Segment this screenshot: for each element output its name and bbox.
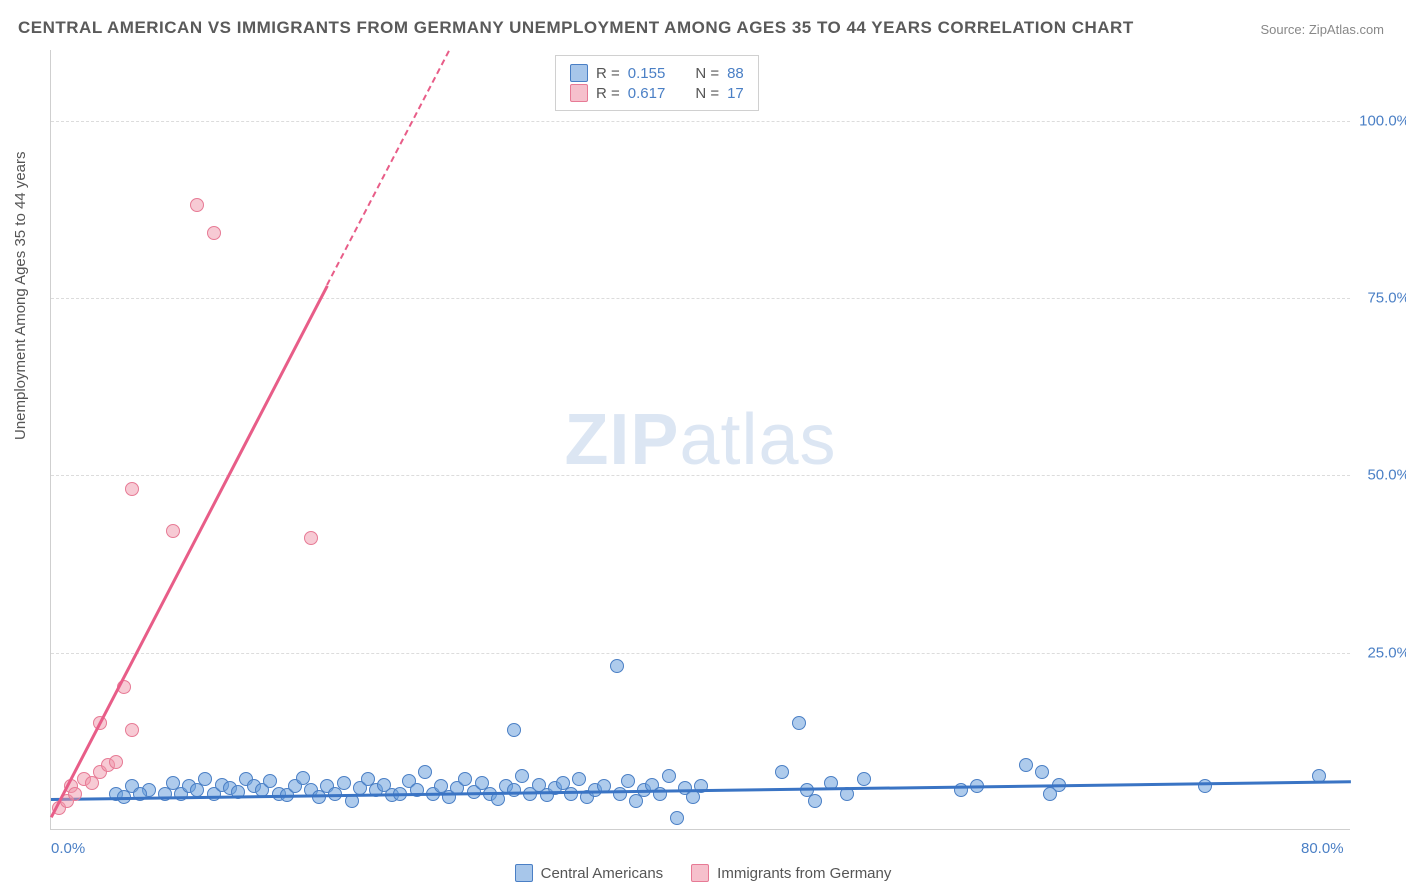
legend-swatch-pink [691,864,709,882]
legend-stats-row-pink: R = 0.617 N = 17 [570,84,744,102]
data-point [109,755,123,769]
data-point [572,772,586,786]
legend-swatch-blue [570,64,588,82]
data-point [857,772,871,786]
data-point [808,794,822,808]
legend-swatch-blue [515,864,533,882]
watermark: ZIPatlas [564,399,836,481]
y-tick-label: 75.0% [1367,290,1406,307]
data-point [418,765,432,779]
data-point [613,787,627,801]
data-point [337,776,351,790]
x-tick-label: 0.0% [51,840,85,857]
legend-stats-row-blue: R = 0.155 N = 88 [570,64,744,82]
data-point [662,769,676,783]
legend-swatch-pink [570,84,588,102]
legend-item-germany: Immigrants from Germany [691,864,891,882]
data-point [125,723,139,737]
y-tick-label: 25.0% [1367,644,1406,661]
data-point [207,226,221,240]
data-point [263,774,277,788]
data-point [190,198,204,212]
gridline [51,121,1350,122]
data-point [166,524,180,538]
data-point [125,482,139,496]
data-point [68,787,82,801]
plot-area: ZIPatlas 25.0%50.0%75.0%100.0%0.0%80.0% [50,50,1350,830]
y-tick-label: 100.0% [1359,112,1406,129]
y-tick-label: 50.0% [1367,467,1406,484]
data-point [792,716,806,730]
data-point [775,765,789,779]
data-point [621,774,635,788]
data-point [507,723,521,737]
chart-title: CENTRAL AMERICAN VS IMMIGRANTS FROM GERM… [18,18,1134,38]
data-point [515,769,529,783]
trend-line-extrapolated [326,51,450,286]
data-point [610,659,624,673]
data-point [670,811,684,825]
data-point [507,783,521,797]
x-tick-label: 80.0% [1301,840,1344,857]
data-point [458,772,472,786]
data-point [198,772,212,786]
data-point [564,787,578,801]
legend-stats: R = 0.155 N = 88 R = 0.617 N = 17 [555,55,759,111]
gridline [51,298,1350,299]
gridline [51,475,1350,476]
y-axis-label: Unemployment Among Ages 35 to 44 years [12,151,29,440]
data-point [304,531,318,545]
trend-line [50,285,328,818]
source-attribution: Source: ZipAtlas.com [1260,22,1384,37]
legend-item-central-americans: Central Americans [515,864,664,882]
data-point [1035,765,1049,779]
data-point [1019,758,1033,772]
legend-series: Central Americans Immigrants from German… [0,864,1406,882]
gridline [51,653,1350,654]
